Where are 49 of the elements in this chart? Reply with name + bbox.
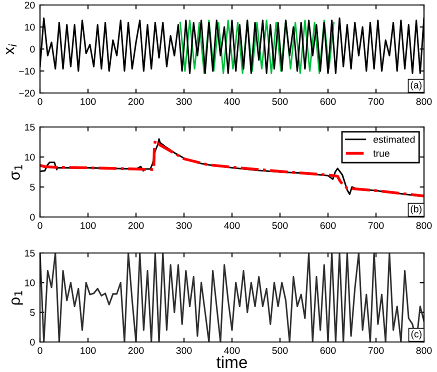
x-tick-label: 300 <box>176 98 192 105</box>
x-tick-label: 0 <box>38 347 42 354</box>
y-axis-title: x$_{i}$ <box>6 44 17 54</box>
annotation: (b) <box>410 205 422 214</box>
y-tick-label: 5 <box>30 184 35 191</box>
y-tick-label: 15 <box>25 124 35 131</box>
x-tick-label: 600 <box>320 98 336 105</box>
x-tick-label: 600 <box>320 222 336 229</box>
x-tick-label: 100 <box>80 98 96 105</box>
x-tick-label: 700 <box>368 347 384 354</box>
x-tick-label: 400 <box>224 347 240 354</box>
legend-label: true <box>373 150 390 157</box>
x-tick-label: 0 <box>38 222 42 229</box>
annotation: (a) <box>410 81 422 90</box>
x-tick-label: 400 <box>224 222 240 229</box>
x-tick-label: 800 <box>416 222 432 229</box>
annotation: (c) <box>411 330 422 340</box>
x-tick-label: 800 <box>416 347 432 354</box>
y-tick-label: 15 <box>25 250 35 257</box>
x-tick-label: 600 <box>320 347 336 354</box>
x-tick-label: 100 <box>80 222 96 229</box>
y-tick-label: 10 <box>25 279 35 286</box>
x-tick-label: 0 <box>38 98 42 105</box>
x-tick-label: 700 <box>368 98 384 105</box>
y-tick-label: 20 <box>24 2 35 9</box>
y-tick-label: −20 <box>19 90 35 97</box>
x-tick-label: 500 <box>272 222 288 229</box>
y-tick-label: −10 <box>19 68 35 75</box>
x-tick-label: 200 <box>128 98 144 105</box>
x-tick-label: 100 <box>80 347 96 354</box>
x-axis-title: time <box>216 356 248 368</box>
x-tick-label: 500 <box>272 98 288 105</box>
y-axis-title: ρ$_{1}$ <box>11 290 23 305</box>
x-tick-label: 400 <box>224 98 240 105</box>
y-tick-label: 5 <box>30 309 35 316</box>
y-tick-label: 0 <box>30 338 35 346</box>
x-tick-label: 800 <box>416 98 432 105</box>
x-tick-label: 200 <box>128 222 144 229</box>
y-axis-title: σ$_{1}$ <box>12 165 22 180</box>
y-tick-label: 10 <box>25 24 35 31</box>
x-tick-label: 200 <box>128 347 144 354</box>
legend-label: estimated <box>374 136 415 143</box>
y-tick-label: 10 <box>25 154 35 161</box>
x-tick-label: 700 <box>368 222 384 229</box>
x-tick-label: 500 <box>272 347 288 354</box>
y-tick-label: 0 <box>30 46 35 53</box>
y-tick-label: 0 <box>30 214 35 221</box>
x-tick-label: 300 <box>176 347 192 354</box>
x-tick-label: 300 <box>176 222 192 229</box>
